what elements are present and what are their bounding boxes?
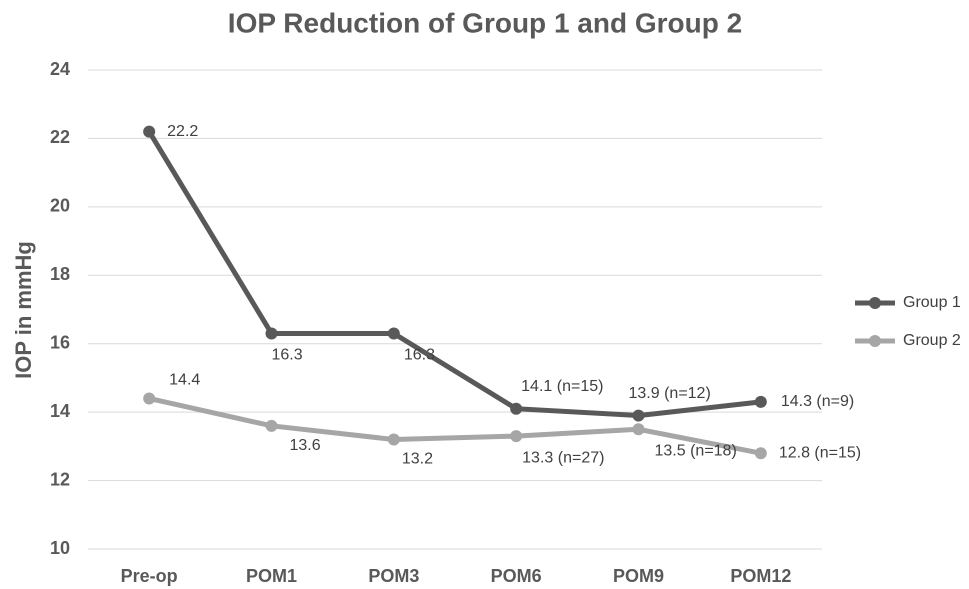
point: [754, 447, 767, 460]
y-tick-label: 24: [50, 59, 70, 79]
data-label: 13.6: [290, 437, 321, 454]
y-tick-label: 20: [50, 196, 70, 216]
data-label: 16.3: [272, 347, 303, 364]
y-tick-label: 10: [50, 538, 70, 558]
x-tick-label: POM9: [613, 566, 664, 586]
data-label: 13.3 (n=27): [522, 449, 604, 466]
legend-marker: [869, 335, 881, 347]
legend-label: Group 1: [903, 294, 961, 311]
point: [387, 433, 400, 446]
data-label: 13.5 (n=18): [655, 442, 737, 459]
chart-title: IOP Reduction of Group 1 and Group 2: [228, 7, 742, 38]
data-label: 14.4: [169, 372, 200, 389]
x-tick-label: POM3: [368, 566, 419, 586]
series-line: [147, 130, 762, 419]
point: [510, 430, 523, 443]
y-tick-label: 14: [50, 401, 70, 421]
y-axis-label: IOP in mmHg: [11, 241, 36, 379]
x-tick-label: POM12: [730, 566, 791, 586]
series-line: [148, 396, 762, 456]
point: [632, 409, 645, 422]
point: [143, 392, 156, 405]
y-tick-label: 22: [50, 127, 70, 147]
point: [510, 402, 523, 415]
x-tick-label: Pre-op: [121, 566, 178, 586]
x-tick-label: POM6: [491, 566, 542, 586]
point: [143, 125, 156, 138]
point: [632, 423, 645, 436]
y-tick-label: 18: [50, 264, 70, 284]
point: [387, 327, 400, 340]
data-label: 14.1 (n=15): [521, 378, 603, 395]
data-label: 16.3: [404, 347, 435, 364]
legend-marker: [869, 297, 881, 309]
y-tick-label: 16: [50, 332, 70, 352]
data-label: 12.8 (n=15): [779, 444, 861, 461]
point: [754, 395, 767, 408]
x-tick-label: POM1: [246, 566, 297, 586]
data-label: 13.9 (n=12): [629, 385, 711, 402]
point: [265, 419, 278, 432]
data-label: 22.2: [167, 123, 198, 140]
y-tick-label: 12: [50, 469, 70, 489]
point: [265, 327, 278, 340]
legend-label: Group 2: [903, 332, 961, 349]
data-label: 13.2: [402, 451, 433, 468]
data-label: 14.3 (n=9): [781, 393, 854, 410]
